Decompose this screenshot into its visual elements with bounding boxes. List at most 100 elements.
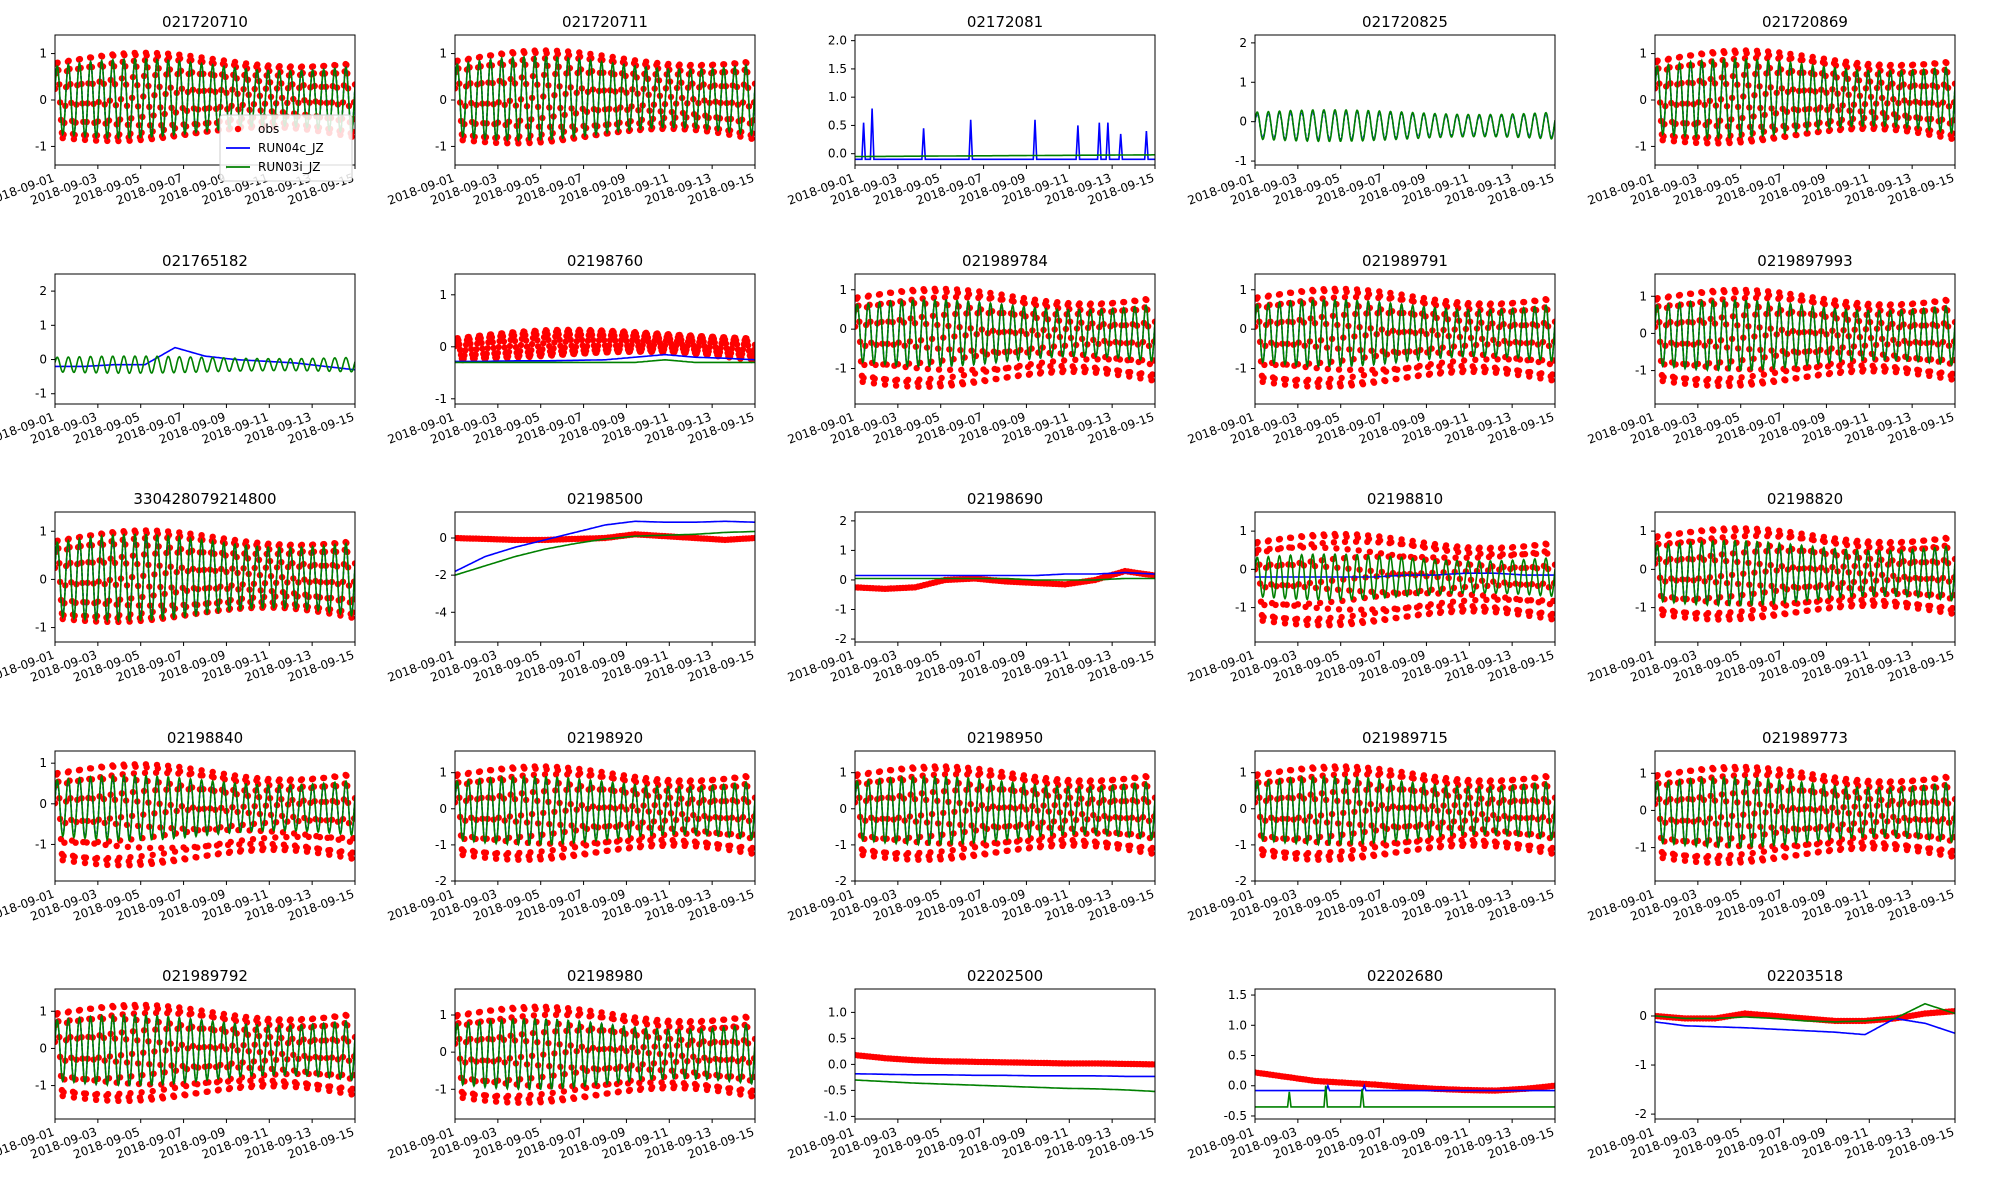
obs-point <box>1319 539 1326 547</box>
y-tick-label: -1 <box>35 387 47 401</box>
obs-point <box>892 382 900 389</box>
obs-point <box>1321 532 1328 540</box>
obs-point <box>1692 139 1700 146</box>
obs-point <box>1715 382 1722 389</box>
plot-area <box>855 108 1155 161</box>
obs-point <box>137 136 144 144</box>
obs-point <box>749 844 755 852</box>
obs-point <box>860 848 867 855</box>
y-tick-label: -2 <box>435 874 447 888</box>
obs-point <box>935 366 943 373</box>
obs-point <box>971 370 979 377</box>
obs-point <box>276 776 283 783</box>
series-RUN03i_JZ <box>455 358 755 364</box>
obs-point <box>937 383 944 390</box>
obs-point <box>141 769 149 777</box>
obs-point <box>1313 604 1320 612</box>
obs-point <box>1815 605 1822 613</box>
obs-point <box>1454 299 1461 306</box>
obs-point <box>1782 610 1789 618</box>
obs-point <box>1865 538 1872 545</box>
obs-point <box>1021 300 1028 307</box>
obs-point <box>999 296 1006 303</box>
obs-point <box>237 847 245 854</box>
obs-point <box>521 765 528 772</box>
obs-point <box>215 850 222 857</box>
obs-point <box>1032 302 1040 309</box>
y-tick-label: 0 <box>39 353 47 367</box>
obs-point <box>1815 128 1822 135</box>
obs-point <box>1938 603 1945 611</box>
obs-point <box>1704 382 1711 389</box>
obs-point <box>1865 300 1872 307</box>
obs-point <box>1815 371 1822 378</box>
obs-point <box>994 366 1001 373</box>
obs-point <box>1324 605 1332 612</box>
obs-point <box>515 856 522 863</box>
obs-point <box>1951 555 1955 563</box>
obs-point <box>1472 597 1479 604</box>
obs-point <box>1382 607 1390 615</box>
obs-point <box>1532 542 1539 549</box>
obs-point <box>588 55 595 62</box>
obs-point <box>176 55 184 62</box>
obs-point <box>577 331 585 338</box>
obs-point <box>1920 61 1928 68</box>
obs-point <box>1281 620 1289 627</box>
obs-point <box>1788 295 1795 302</box>
subplot-021720711: 02172071110-12018-09-012018-09-032018-09… <box>386 13 756 208</box>
obs-point <box>609 53 616 61</box>
obs-point <box>476 768 484 775</box>
obs-point <box>572 343 580 351</box>
obs-point <box>1951 80 1955 87</box>
obs-point <box>921 287 928 295</box>
obs-point <box>621 777 628 784</box>
series-RUN03i_JZ <box>455 530 755 576</box>
obs-point <box>1738 608 1745 615</box>
obs-point <box>1332 533 1339 540</box>
obs-point <box>60 852 67 860</box>
obs-point <box>1915 367 1923 374</box>
subplot-title: 021765182 <box>162 252 248 270</box>
obs-point <box>1698 51 1706 58</box>
obs-point <box>1782 367 1790 375</box>
obs-point <box>1687 52 1695 59</box>
obs-point <box>526 139 533 147</box>
obs-point <box>555 331 562 338</box>
obs-point <box>1741 294 1749 302</box>
obs-point <box>560 845 568 852</box>
obs-point <box>471 848 478 856</box>
y-tick-label: 1 <box>39 47 47 61</box>
obs-point <box>1682 375 1690 382</box>
obs-point <box>551 339 558 346</box>
obs-point <box>98 53 106 60</box>
y-tick-label: 2 <box>39 284 47 298</box>
y-tick-label: 1 <box>1239 283 1247 297</box>
y-tick-label: -1 <box>35 621 47 635</box>
obs-point <box>338 848 345 855</box>
obs-point <box>199 58 206 65</box>
obs-point <box>61 839 68 846</box>
obs-point <box>515 140 522 147</box>
obs-point <box>1671 374 1678 382</box>
obs-point <box>1498 544 1506 551</box>
obs-point <box>1465 544 1472 551</box>
obs-point <box>511 337 519 345</box>
subplot-title: 021720710 <box>162 13 248 31</box>
y-tick-label: 1 <box>839 543 847 557</box>
obs-point <box>540 340 547 347</box>
obs-point <box>1932 536 1939 543</box>
obs-point <box>1543 296 1550 304</box>
obs-point <box>1515 367 1523 375</box>
obs-point <box>1860 600 1867 608</box>
y-tick-label: 1 <box>1239 524 1247 538</box>
y-tick-label: 1 <box>439 47 447 61</box>
obs-point <box>276 541 283 548</box>
obs-point <box>271 844 278 851</box>
obs-point <box>1860 366 1867 373</box>
obs-point <box>1655 295 1661 302</box>
axes-frame <box>1654 273 1956 405</box>
obs-point <box>254 774 261 782</box>
obs-point <box>722 340 730 347</box>
obs-point <box>606 337 614 344</box>
